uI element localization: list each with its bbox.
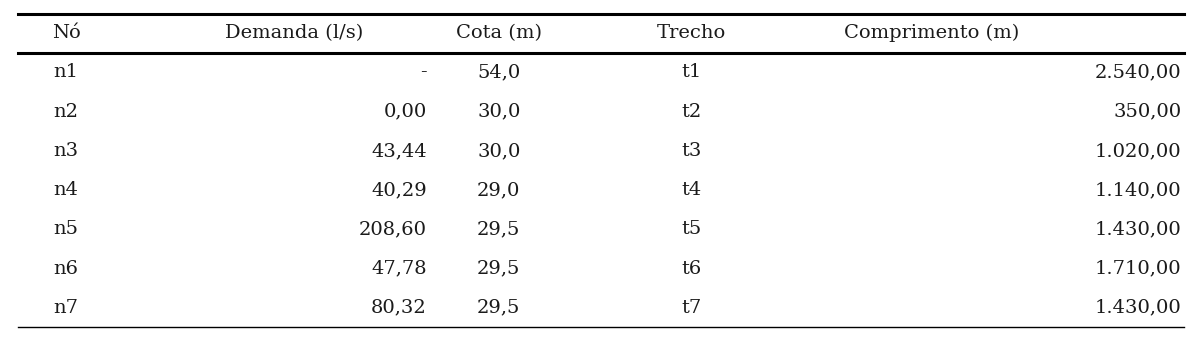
Text: 29,5: 29,5: [477, 220, 520, 238]
Text: t2: t2: [682, 103, 701, 121]
Text: n6: n6: [54, 260, 78, 278]
Text: 1.020,00: 1.020,00: [1095, 142, 1182, 160]
Text: Nó: Nó: [52, 24, 81, 42]
Text: Comprimento (m): Comprimento (m): [844, 24, 1019, 42]
Text: t6: t6: [682, 260, 701, 278]
Text: Cota (m): Cota (m): [456, 24, 542, 42]
Text: 0,00: 0,00: [383, 103, 427, 121]
Text: 1.430,00: 1.430,00: [1095, 220, 1182, 238]
Text: t7: t7: [682, 299, 701, 317]
Text: 350,00: 350,00: [1113, 103, 1182, 121]
Text: n2: n2: [54, 103, 78, 121]
Text: n1: n1: [54, 63, 78, 81]
Text: 29,5: 29,5: [477, 260, 520, 278]
Text: 208,60: 208,60: [358, 220, 427, 238]
Text: -: -: [419, 63, 427, 81]
Text: 1.710,00: 1.710,00: [1095, 260, 1182, 278]
Text: 40,29: 40,29: [371, 181, 427, 199]
Text: 1.430,00: 1.430,00: [1095, 299, 1182, 317]
Text: 30,0: 30,0: [477, 103, 520, 121]
Text: 29,5: 29,5: [477, 299, 520, 317]
Text: n5: n5: [54, 220, 78, 238]
Text: n4: n4: [54, 181, 78, 199]
Text: n7: n7: [54, 299, 78, 317]
Text: 80,32: 80,32: [371, 299, 427, 317]
Text: 29,0: 29,0: [477, 181, 520, 199]
Text: Trecho: Trecho: [656, 24, 726, 42]
Text: 47,78: 47,78: [371, 260, 427, 278]
Text: t4: t4: [682, 181, 701, 199]
Text: Demanda (l/s): Demanda (l/s): [225, 24, 364, 42]
Text: t3: t3: [682, 142, 701, 160]
Text: t1: t1: [682, 63, 701, 81]
Text: 54,0: 54,0: [477, 63, 520, 81]
Text: 2.540,00: 2.540,00: [1095, 63, 1182, 81]
Text: 43,44: 43,44: [371, 142, 427, 160]
Text: t5: t5: [682, 220, 701, 238]
Text: 1.140,00: 1.140,00: [1095, 181, 1182, 199]
Text: 30,0: 30,0: [477, 142, 520, 160]
Text: n3: n3: [54, 142, 78, 160]
